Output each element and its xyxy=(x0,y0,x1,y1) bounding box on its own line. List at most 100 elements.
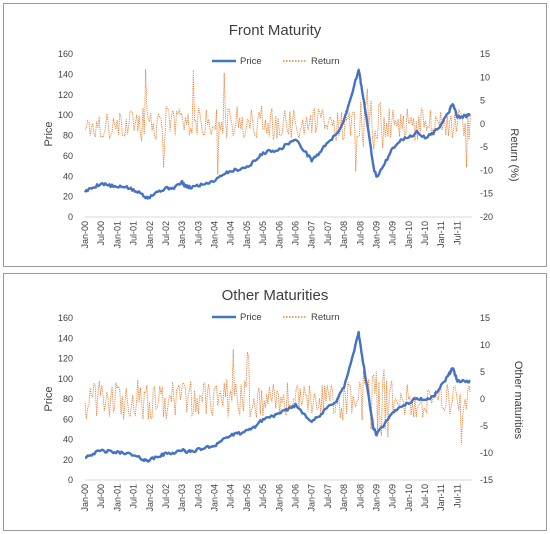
x-tick-label: Jul-02 xyxy=(161,221,171,246)
x-tick-label: Jan-05 xyxy=(242,221,252,249)
price-series xyxy=(83,68,471,200)
chart-title: Front Maturity xyxy=(229,22,322,39)
x-tick-label: Jan-10 xyxy=(404,484,414,512)
y-tick-label: 40 xyxy=(63,171,73,181)
y-tick-label: 0 xyxy=(68,475,73,485)
y-tick-labels: 0 20 40 60 80 100 120 140 160 xyxy=(58,313,73,485)
x-tick-label: Jan-04 xyxy=(210,484,220,512)
y2-tick-label: -15 xyxy=(480,189,493,199)
x-tick-label: Jul-01 xyxy=(129,484,139,509)
x-tick-label: Jan-03 xyxy=(177,221,187,249)
x-tick-label: Jan-09 xyxy=(371,484,381,512)
y-tick-label: 160 xyxy=(58,313,73,323)
return-series xyxy=(84,349,471,445)
y-tick-label: 160 xyxy=(58,49,73,59)
y2-tick-label: 0 xyxy=(480,394,485,404)
x-tick-label: Jan-10 xyxy=(404,221,414,249)
y-axis-title: Price xyxy=(43,386,55,411)
x-tick-label: Jan-08 xyxy=(339,484,349,512)
x-tick-label: Jan-02 xyxy=(145,221,155,249)
y-tick-label: 60 xyxy=(63,414,73,424)
y2-tick-label: -5 xyxy=(480,142,488,152)
x-tick-label: Jul-08 xyxy=(355,221,365,246)
x-tick-label: Jan-09 xyxy=(371,221,381,249)
x-tick-label: Jul-11 xyxy=(452,221,462,245)
y2-tick-label: 10 xyxy=(480,72,490,82)
y2-tick-label: -10 xyxy=(480,165,493,175)
x-tick-label: Jan-01 xyxy=(112,484,122,512)
front-maturity-panel xyxy=(3,3,547,267)
legend-price-label: Price xyxy=(240,56,262,67)
x-tick-label: Jul-10 xyxy=(420,484,430,509)
x-tick-label: Jul-06 xyxy=(291,221,301,246)
x-tick-label: Jul-10 xyxy=(420,221,430,246)
y2-tick-labels: -15 -10 -5 0 5 10 15 xyxy=(480,313,493,485)
other-maturities-panel xyxy=(3,273,547,531)
y-tick-label: 80 xyxy=(63,394,73,404)
x-tick-label: Jan-06 xyxy=(274,221,284,249)
y2-tick-label: 10 xyxy=(480,340,490,350)
y2-axis-title: Other maturities xyxy=(512,361,524,440)
x-tick-labels: Jan-00 Jul-00 Jan-01 Jul-01 Jan-02 Jul-02 Jan-… xyxy=(80,479,472,512)
x-tick-label: Jul-01 xyxy=(129,221,139,246)
legend-return-label: Return xyxy=(311,312,340,323)
x-tick-label: Jul-06 xyxy=(291,484,301,509)
y2-tick-label: 15 xyxy=(480,313,490,323)
legend-return-label: Return xyxy=(311,56,340,67)
x-tick-label: Jan-07 xyxy=(307,484,317,512)
y2-tick-label: 5 xyxy=(480,96,485,106)
x-tick-label: Jul-09 xyxy=(388,484,398,509)
price-series xyxy=(85,330,471,463)
chart-title: Other Maturities xyxy=(222,287,329,304)
y-tick-label: 100 xyxy=(58,110,73,120)
x-tick-label: Jan-00 xyxy=(80,484,90,512)
y2-axis-title: Return (%) xyxy=(508,128,520,181)
x-tick-labels: Jan-00 Jul-00 Jan-01 Jul-01 Jan-02 Jul-02 Jan-… xyxy=(80,216,472,249)
price-line xyxy=(83,68,471,200)
x-tick-label: Jan-11 xyxy=(436,484,446,511)
legend-price-label: Price xyxy=(240,312,262,323)
x-tick-label: Jul-11 xyxy=(452,484,462,508)
return-line xyxy=(84,349,471,445)
return-series xyxy=(84,69,471,175)
y2-tick-labels: -20 -15 -10 -5 0 5 10 15 xyxy=(480,49,493,222)
x-tick-label: Jul-07 xyxy=(323,484,333,509)
x-tick-label: Jan-07 xyxy=(307,221,317,249)
x-tick-label: Jan-00 xyxy=(80,221,90,249)
x-tick-label: Jul-05 xyxy=(258,484,268,509)
x-tick-label: Jul-09 xyxy=(388,221,398,246)
y-tick-label: 80 xyxy=(63,131,73,141)
x-tick-label: Jul-08 xyxy=(355,484,365,509)
x-tick-label: Jul-07 xyxy=(323,221,333,246)
x-tick-label: Jan-11 xyxy=(436,221,446,248)
y-axis-title: Price xyxy=(43,121,55,146)
y-tick-label: 100 xyxy=(58,374,73,384)
x-tick-label: Jan-08 xyxy=(339,221,349,249)
y2-tick-label: -5 xyxy=(480,421,488,431)
y-tick-label: 120 xyxy=(58,90,73,100)
y2-tick-label: -20 xyxy=(480,212,493,222)
y-tick-labels: 0 20 40 60 80 100 120 140 160 xyxy=(58,49,73,222)
x-tick-label: Jan-06 xyxy=(274,484,284,512)
x-tick-label: Jan-01 xyxy=(112,221,122,249)
y-tick-label: 20 xyxy=(63,455,73,465)
y-tick-label: 120 xyxy=(58,354,73,364)
x-tick-label: Jul-05 xyxy=(258,221,268,246)
y2-tick-label: 15 xyxy=(480,49,490,59)
x-tick-label: Jan-03 xyxy=(177,484,187,512)
x-tick-label: Jul-00 xyxy=(96,221,106,246)
x-tick-label: Jan-02 xyxy=(145,484,155,512)
y-tick-label: 0 xyxy=(68,212,73,222)
return-line xyxy=(84,69,471,175)
x-tick-label: Jul-04 xyxy=(226,484,236,509)
price-line xyxy=(85,330,471,463)
y2-tick-label: -10 xyxy=(480,448,493,458)
x-tick-label: Jan-05 xyxy=(242,484,252,512)
y2-tick-label: 0 xyxy=(480,119,485,129)
x-tick-label: Jul-03 xyxy=(193,484,203,509)
y-tick-label: 40 xyxy=(63,435,73,445)
y-tick-label: 140 xyxy=(58,333,73,343)
x-tick-label: Jul-03 xyxy=(193,221,203,246)
